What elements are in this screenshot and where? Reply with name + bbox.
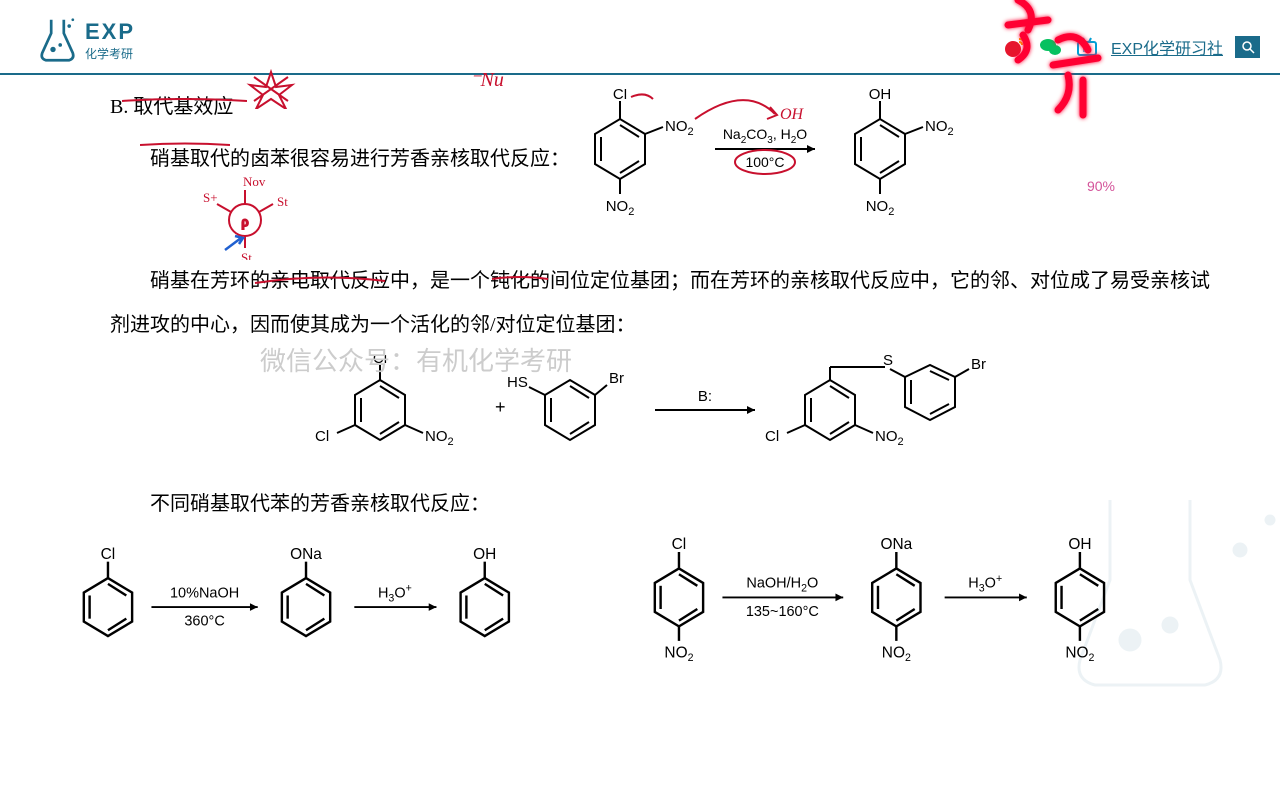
svg-text:Cl: Cl (672, 536, 687, 553)
svg-text:B:: B: (698, 388, 712, 405)
svg-text:OH: OH (869, 89, 892, 103)
svg-text:+: + (495, 397, 506, 417)
svg-text:Br: Br (609, 370, 624, 387)
logo-text-main: EXP (85, 19, 135, 45)
yield-label: 90% (1087, 178, 1115, 194)
svg-text:Cl: Cl (373, 355, 387, 367)
search-button[interactable] (1235, 36, 1260, 58)
svg-text:NO2: NO2 (1065, 644, 1094, 664)
svg-text:Cl: Cl (765, 428, 779, 445)
svg-text:10%NaOH: 10%NaOH (170, 585, 239, 601)
svg-text:100°C: 100°C (745, 154, 784, 170)
reaction-scheme-2: Cl Cl NO2 + HS Br B: (110, 355, 1220, 470)
svg-text:NO2: NO2 (866, 198, 895, 218)
svg-text:Cl: Cl (315, 428, 329, 445)
svg-text:Br: Br (971, 356, 986, 373)
svg-text:ONa: ONa (290, 546, 322, 563)
svg-text:Na2CO3, H2O: Na2CO3, H2O (723, 126, 807, 146)
paragraph-3: 不同硝基取代苯的芳香亲核取代反应： (110, 482, 1220, 526)
header-link[interactable]: EXP化学研习社 (1111, 35, 1223, 59)
svg-text:135~160°C: 135~160°C (746, 604, 819, 620)
svg-text:OH: OH (780, 106, 805, 123)
svg-text:NO2: NO2 (882, 644, 911, 664)
magnifier-icon (1241, 40, 1255, 54)
svg-text:NO2: NO2 (665, 118, 694, 138)
svg-text:H3O+: H3O+ (378, 583, 412, 605)
reaction-scheme-3: Cl 10%NaOH 360°C ONa H3O+ OH (50, 534, 1220, 684)
svg-text:OH: OH (473, 546, 496, 563)
svg-text:HS: HS (507, 374, 528, 391)
reaction-scheme-1: Cl NO2 NO2 OH Na2CO3, H2O 100°C OH NO2 N… (545, 89, 975, 219)
flask-icon (35, 15, 80, 65)
main-content: B. 取代基效应 硝基取代的卤苯很容易进行芳香亲核取代反应： ⁻Nu Cl NO… (0, 75, 1280, 684)
svg-text:NO2: NO2 (925, 118, 954, 138)
svg-text:OH: OH (1068, 536, 1091, 553)
svg-text:NO2: NO2 (664, 644, 693, 664)
paragraph-2: 硝基在芳环的亲电取代反应中，是一个钝化的间位定位基团；而在芳环的亲核取代反应中，… (110, 259, 1220, 347)
svg-text:Cl: Cl (613, 89, 627, 103)
svg-text:H3O+: H3O+ (968, 573, 1002, 595)
svg-text:NO2: NO2 (425, 428, 454, 448)
svg-text:NO2: NO2 (875, 428, 904, 448)
svg-text:360°C: 360°C (184, 613, 224, 629)
svg-text:NO2: NO2 (606, 198, 635, 218)
svg-text:NaOH/H2O: NaOH/H2O (746, 576, 818, 595)
svg-text:Cl: Cl (101, 546, 116, 563)
logo-text-sub: 化学考研 (85, 45, 135, 62)
logo: EXP 化学考研 (35, 15, 135, 65)
svg-text:ONa: ONa (880, 536, 912, 553)
svg-text:S: S (883, 355, 893, 369)
